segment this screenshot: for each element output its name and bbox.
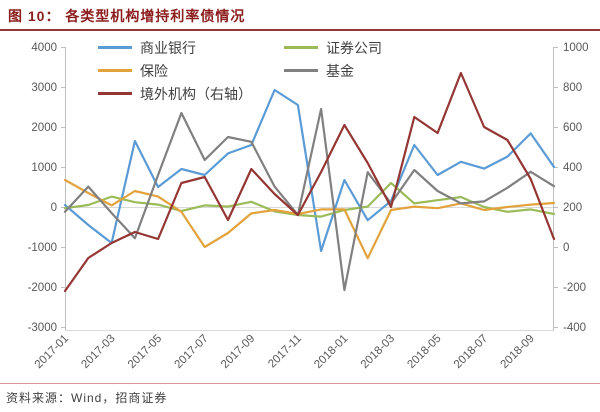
x-axis-tick-label: 2017-09 <box>219 333 257 371</box>
legend-item-3: 基金 <box>284 61 382 81</box>
left-axis-tick-label: -1000 <box>28 242 57 254</box>
right-axis-tick-label: -400 <box>563 322 586 334</box>
source-note: 资料来源：Wind，招商证券 <box>6 391 168 405</box>
x-axis-tick-label: 2017-03 <box>79 333 117 371</box>
legend-label: 商业银行 <box>140 39 196 56</box>
x-axis-tick-label: 2018-01 <box>312 333 350 371</box>
right-axis-tick-label: -200 <box>563 282 586 294</box>
chart-legend: 商业银行 证券公司保险 基金境外机构（右轴） <box>98 36 382 105</box>
legend-key-line <box>98 92 132 95</box>
right-axis-tick-label: 400 <box>563 162 582 174</box>
right-axis-tick-label: 800 <box>563 82 582 94</box>
x-axis-tick-label: 2018-03 <box>359 333 397 371</box>
legend-key-line <box>284 69 318 72</box>
series-line-4 <box>63 71 556 293</box>
right-axis-tick-label: 600 <box>563 122 582 134</box>
right-axis-tick-label: 1000 <box>563 42 589 54</box>
left-axis-tick-label: 1000 <box>31 162 57 174</box>
left-axis-tick-label: 4000 <box>31 42 57 54</box>
legend-key-line <box>284 46 318 49</box>
series-line-0 <box>63 88 556 253</box>
legend-label: 基金 <box>326 62 354 79</box>
legend-key-line <box>98 69 132 72</box>
right-axis-tick-label: 200 <box>563 202 582 214</box>
legend-item-4: 境外机构（右轴） <box>98 84 284 104</box>
x-axis-tick-label: 2017-05 <box>126 333 164 371</box>
x-axis-tick-label: 2017-07 <box>172 333 210 371</box>
right-axis-tick-label: 0 <box>563 242 569 254</box>
x-axis-tick-label: 2018-05 <box>405 333 443 371</box>
x-axis-tick-label: 2017-01 <box>33 333 71 371</box>
legend-label: 境外机构（右轴） <box>140 85 252 102</box>
left-axis-tick-label: 0 <box>51 202 57 214</box>
footer-divider <box>0 383 600 384</box>
figure-title: 图 10： 各类型机构增持利率债情况 <box>8 8 246 24</box>
legend-label: 保险 <box>140 62 168 79</box>
left-axis-tick-label: 2000 <box>31 122 57 134</box>
legend-item-1: 证券公司 <box>284 38 382 58</box>
legend-key-line <box>98 46 132 49</box>
legend-label: 证券公司 <box>326 39 382 56</box>
left-axis-tick-label: -3000 <box>28 322 57 334</box>
x-axis-tick-label: 2018-07 <box>452 333 490 371</box>
left-axis-tick-label: -2000 <box>28 282 57 294</box>
series-line-3 <box>63 107 556 292</box>
title-divider <box>0 29 600 31</box>
legend-item-0: 商业银行 <box>98 38 284 58</box>
legend-item-2: 保险 <box>98 61 284 81</box>
x-axis-tick-label: 2018-09 <box>498 333 536 371</box>
series-line-2 <box>63 178 556 260</box>
left-axis-tick-label: 3000 <box>31 82 57 94</box>
x-axis-tick-label: 2017-11 <box>266 333 304 371</box>
